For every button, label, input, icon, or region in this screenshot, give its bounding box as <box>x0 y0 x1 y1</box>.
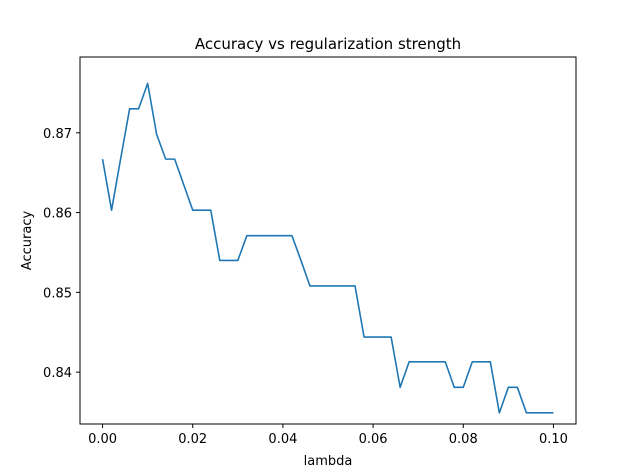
plot-area-frame <box>79 56 577 425</box>
y-axis-label: Accuracy <box>20 211 35 271</box>
series-layer <box>101 82 554 414</box>
x-tick-label: 0.02 <box>178 432 207 447</box>
y-tick-label: 0.85 <box>43 286 72 301</box>
chart-title: Accuracy vs regularization strength <box>195 35 461 53</box>
x-tick-label: 0.10 <box>539 432 568 447</box>
y-tick-label: 0.87 <box>43 127 72 142</box>
x-axis-label: lambda <box>304 454 353 469</box>
x-tick-label: 0.08 <box>449 432 478 447</box>
y-axis-ticks: 0.84 0.85 0.86 0.87 <box>43 127 80 381</box>
x-tick-label: 0.04 <box>268 432 297 447</box>
x-tick-label: 0.06 <box>359 432 388 447</box>
accuracy-series-line <box>101 82 554 414</box>
x-axis-ticks: 0.00 0.02 0.04 0.06 0.08 0.10 <box>88 424 568 447</box>
x-tick-label: 0.00 <box>88 432 117 447</box>
y-tick-label: 0.84 <box>43 366 72 381</box>
y-tick-label: 0.86 <box>43 207 72 222</box>
